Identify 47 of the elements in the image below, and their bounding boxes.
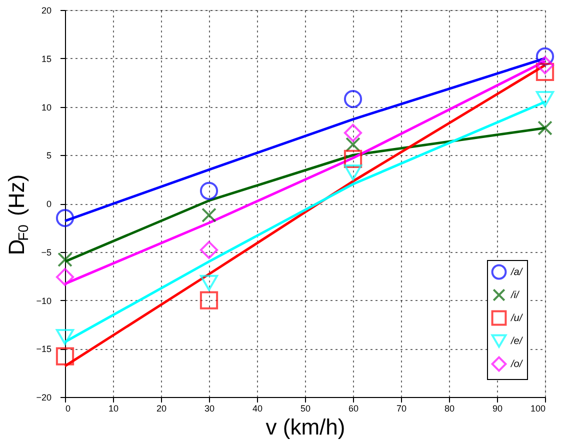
y-tick-label: −5 <box>41 247 52 258</box>
y-tick-label: 20 <box>41 6 52 16</box>
x-tick-label: 70 <box>396 404 407 414</box>
y-tick-label: −20 <box>36 392 52 402</box>
x-tick-label: 60 <box>348 404 359 414</box>
point <box>344 150 362 168</box>
point <box>344 124 362 142</box>
x-tick-label: 80 <box>444 404 455 414</box>
point <box>200 291 218 310</box>
legend-label: /i/ <box>510 290 520 301</box>
point <box>56 329 74 345</box>
x-tick-label: 40 <box>252 404 263 414</box>
y-tick-label: 0 <box>46 199 52 209</box>
y-tick-label: −15 <box>36 344 52 354</box>
point <box>538 120 552 136</box>
y-axis-title: DF0 (Hz) <box>4 174 31 256</box>
y-tick-label: 10 <box>41 102 52 112</box>
x-tick-label: 10 <box>108 404 119 414</box>
x-tick-label: 0 <box>66 404 71 414</box>
legend-label: /e/ <box>510 336 524 347</box>
point <box>56 268 74 286</box>
x-tick-label: 20 <box>156 404 167 414</box>
x-tick-label: 50 <box>300 404 311 414</box>
point <box>344 90 362 108</box>
x-axis-title: v (km/h) <box>266 414 346 440</box>
point <box>536 91 554 107</box>
point <box>536 56 554 74</box>
point <box>200 182 218 200</box>
point <box>200 240 218 259</box>
point <box>56 208 74 228</box>
point <box>536 47 554 66</box>
x-tick-label: 100 <box>530 404 546 414</box>
y-tick-label: 5 <box>46 150 52 161</box>
legend-label: /o/ <box>510 359 524 370</box>
point <box>346 137 360 152</box>
point <box>200 274 218 291</box>
point <box>56 347 74 366</box>
legend-label: /u/ <box>510 313 524 324</box>
x-tick-label: 30 <box>204 404 215 414</box>
x-tick-label: 90 <box>492 404 503 414</box>
y-tick-label: 15 <box>41 54 52 64</box>
point <box>58 252 72 268</box>
y-tick-label: −10 <box>36 296 52 306</box>
point <box>536 62 554 81</box>
legend-label: /a/ <box>510 267 524 278</box>
point <box>202 208 216 223</box>
point <box>344 164 362 181</box>
